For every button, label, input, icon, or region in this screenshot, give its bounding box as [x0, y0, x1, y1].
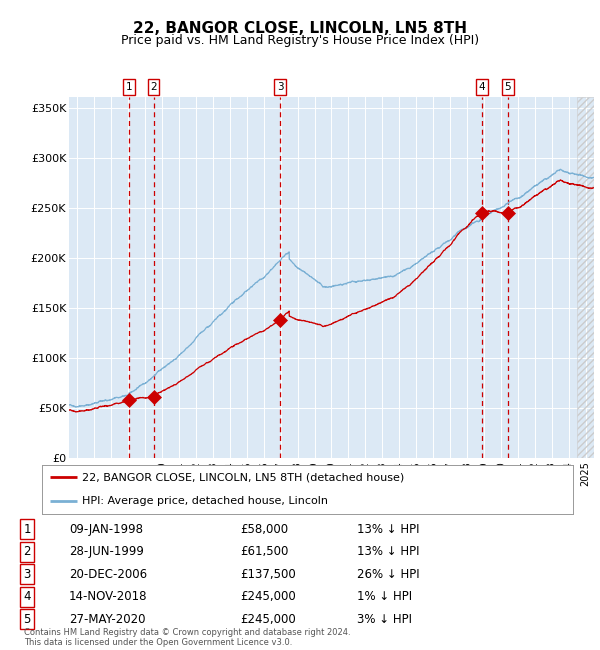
Text: 4: 4	[478, 82, 485, 92]
Text: 3: 3	[277, 82, 283, 92]
Text: 1: 1	[125, 82, 132, 92]
Text: 5: 5	[505, 82, 511, 92]
Text: £245,000: £245,000	[240, 613, 296, 626]
Text: 5: 5	[23, 613, 31, 626]
Text: 22, BANGOR CLOSE, LINCOLN, LN5 8TH: 22, BANGOR CLOSE, LINCOLN, LN5 8TH	[133, 21, 467, 36]
Text: 27-MAY-2020: 27-MAY-2020	[69, 613, 146, 626]
Text: 22, BANGOR CLOSE, LINCOLN, LN5 8TH (detached house): 22, BANGOR CLOSE, LINCOLN, LN5 8TH (deta…	[82, 473, 404, 482]
Text: Contains HM Land Registry data © Crown copyright and database right 2024.
This d: Contains HM Land Registry data © Crown c…	[24, 628, 350, 647]
Text: £137,500: £137,500	[240, 568, 296, 581]
Text: 2: 2	[150, 82, 157, 92]
Text: 13% ↓ HPI: 13% ↓ HPI	[357, 545, 419, 558]
Text: 28-JUN-1999: 28-JUN-1999	[69, 545, 144, 558]
Text: 26% ↓ HPI: 26% ↓ HPI	[357, 568, 419, 581]
Text: 3% ↓ HPI: 3% ↓ HPI	[357, 613, 412, 626]
Text: 2: 2	[23, 545, 31, 558]
Text: 3: 3	[23, 568, 31, 581]
Text: 1: 1	[23, 523, 31, 536]
Text: 1% ↓ HPI: 1% ↓ HPI	[357, 590, 412, 603]
Text: 14-NOV-2018: 14-NOV-2018	[69, 590, 148, 603]
Text: 09-JAN-1998: 09-JAN-1998	[69, 523, 143, 536]
Text: £61,500: £61,500	[240, 545, 289, 558]
Text: HPI: Average price, detached house, Lincoln: HPI: Average price, detached house, Linc…	[82, 496, 328, 506]
Text: £58,000: £58,000	[240, 523, 288, 536]
Text: £245,000: £245,000	[240, 590, 296, 603]
Text: 20-DEC-2006: 20-DEC-2006	[69, 568, 147, 581]
Text: Price paid vs. HM Land Registry's House Price Index (HPI): Price paid vs. HM Land Registry's House …	[121, 34, 479, 47]
Text: 13% ↓ HPI: 13% ↓ HPI	[357, 523, 419, 536]
Text: 4: 4	[23, 590, 31, 603]
